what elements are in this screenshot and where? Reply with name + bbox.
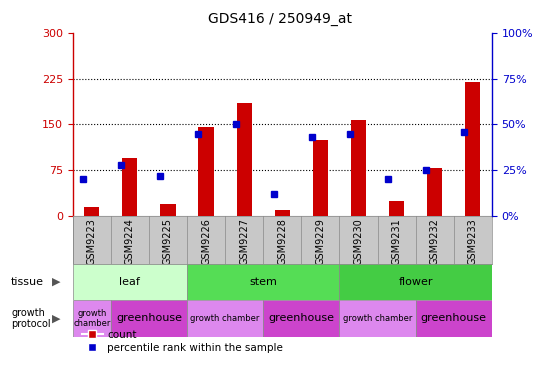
Bar — [416, 300, 492, 337]
Text: leaf: leaf — [120, 277, 140, 287]
Bar — [465, 82, 481, 216]
Bar — [236, 103, 252, 216]
Bar — [274, 210, 290, 216]
Text: growth
protocol: growth protocol — [11, 307, 51, 329]
Text: growth chamber: growth chamber — [191, 314, 260, 323]
Text: stem: stem — [249, 277, 277, 287]
Text: growth
chamber: growth chamber — [73, 309, 111, 328]
Text: greenhouse: greenhouse — [268, 313, 334, 324]
Text: growth chamber: growth chamber — [343, 314, 413, 323]
Bar — [263, 300, 339, 337]
Bar — [339, 300, 416, 337]
Bar — [122, 158, 138, 216]
Bar — [339, 264, 492, 300]
Text: tissue: tissue — [11, 277, 44, 287]
Text: greenhouse: greenhouse — [116, 313, 182, 324]
Text: ▶: ▶ — [51, 277, 60, 287]
Bar — [198, 127, 214, 216]
Text: GDS416 / 250949_at: GDS416 / 250949_at — [207, 12, 352, 26]
Bar — [73, 300, 111, 337]
Bar — [111, 300, 187, 337]
Bar — [73, 264, 187, 300]
Bar — [427, 168, 442, 216]
Bar — [187, 264, 339, 300]
Legend: count, percentile rank within the sample: count, percentile rank within the sample — [78, 326, 287, 357]
Bar — [160, 204, 176, 216]
Bar — [84, 207, 100, 216]
Text: ▶: ▶ — [51, 313, 60, 324]
Bar — [389, 201, 404, 216]
Bar — [187, 300, 263, 337]
Text: flower: flower — [399, 277, 433, 287]
Text: greenhouse: greenhouse — [421, 313, 487, 324]
Bar — [313, 140, 328, 216]
Bar — [351, 120, 366, 216]
